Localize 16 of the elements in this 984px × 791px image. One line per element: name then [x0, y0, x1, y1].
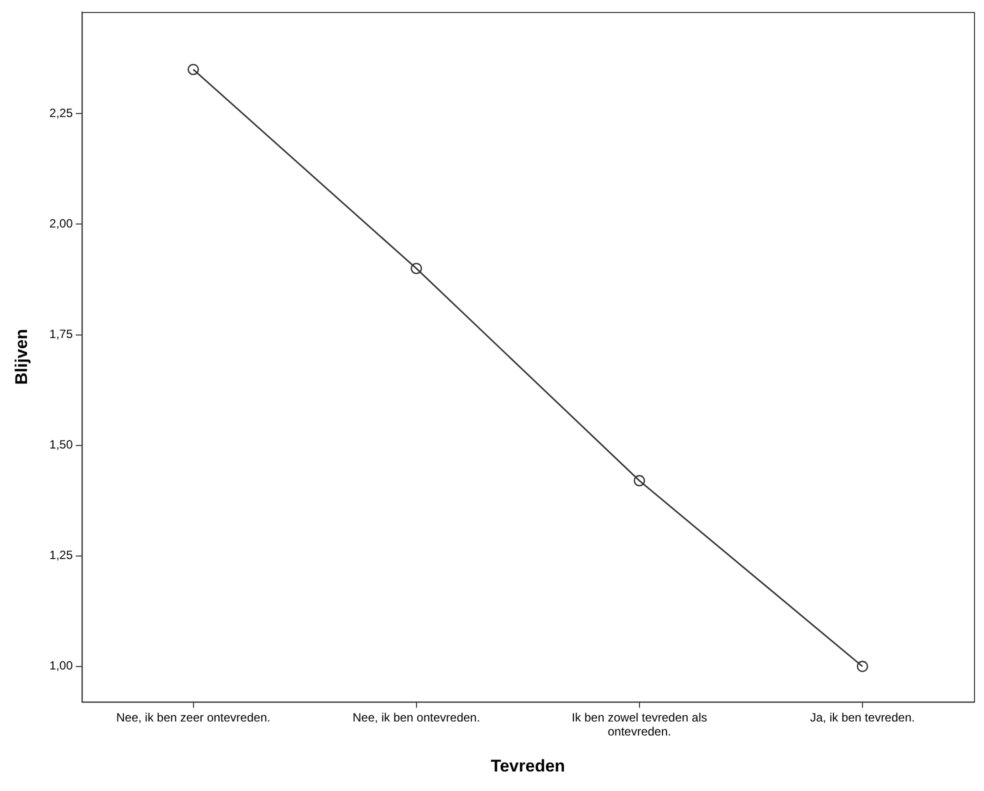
x-tick-label: Ik ben zowel tevreden als ontevreden.: [572, 710, 708, 739]
x-tick-label: Ja, ik ben tevreden.: [810, 710, 915, 724]
y-tick-label: 1,50: [49, 438, 74, 452]
y-axis-title: Blijven: [12, 329, 31, 385]
y-tick-label: 2,00: [49, 216, 74, 231]
point: [188, 64, 199, 76]
point: [634, 475, 646, 486]
x-tick-label: Nee, ik ben zeer ontevreden.: [116, 710, 270, 724]
y-tick-label: 1,00: [49, 658, 74, 673]
y-tick-label: 2,25: [49, 106, 74, 120]
x-axis-title: Tevreden: [490, 756, 566, 776]
x-tick-label: Nee, ik ben ontevreden.: [352, 710, 480, 724]
point: [856, 660, 868, 672]
point: [410, 262, 422, 274]
y-tick-label: 1,25: [49, 548, 74, 562]
y-tick-label: 1,75: [49, 327, 74, 342]
